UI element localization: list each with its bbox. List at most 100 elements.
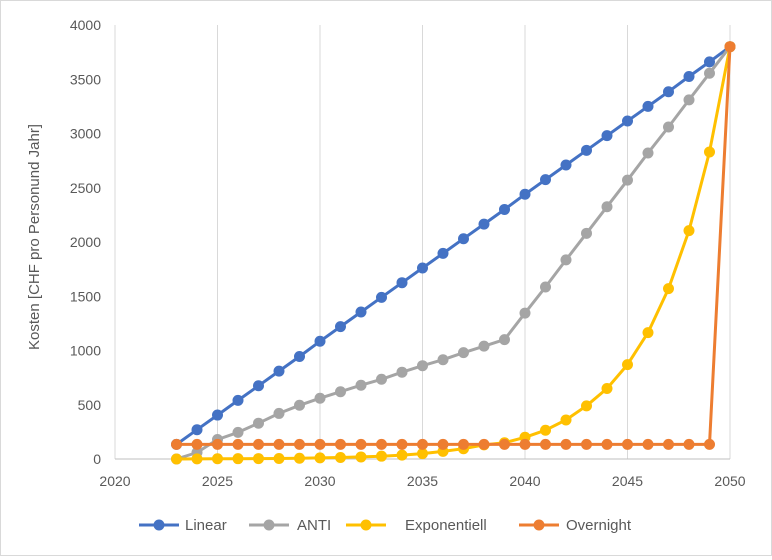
data-point <box>519 188 531 200</box>
data-point <box>376 438 387 450</box>
data-point <box>396 277 408 289</box>
data-point <box>663 283 674 295</box>
data-point <box>581 144 592 156</box>
data-point <box>335 451 346 463</box>
data-point <box>601 201 613 213</box>
data-point <box>396 438 408 450</box>
data-point <box>437 247 449 259</box>
data-point <box>704 56 715 68</box>
data-point <box>601 438 613 450</box>
data-point <box>478 438 490 450</box>
data-point <box>581 227 592 239</box>
data-point <box>355 379 367 391</box>
data-point <box>314 452 326 464</box>
x-tick-label: 2030 <box>304 473 335 489</box>
data-point <box>335 438 346 450</box>
data-point <box>232 438 244 450</box>
legend-swatch-marker <box>360 519 372 531</box>
y-tick-label: 3000 <box>70 126 101 142</box>
data-point <box>458 233 469 245</box>
data-point <box>212 438 223 450</box>
x-tick-label: 2040 <box>509 473 540 489</box>
data-point <box>396 366 408 378</box>
data-point <box>540 174 551 186</box>
data-point <box>478 218 490 230</box>
data-point <box>314 392 326 404</box>
data-point <box>417 438 428 450</box>
series-overnight <box>171 41 736 450</box>
y-tick-label: 2000 <box>70 234 101 250</box>
data-point <box>191 453 203 465</box>
data-point <box>253 453 264 465</box>
series-layer <box>171 41 736 465</box>
data-point <box>581 438 592 450</box>
data-point <box>232 453 244 465</box>
data-point <box>294 452 305 464</box>
data-point <box>396 449 408 461</box>
data-point <box>376 291 387 303</box>
data-point <box>253 380 264 392</box>
data-point <box>560 159 572 171</box>
data-point <box>253 438 264 450</box>
data-point <box>273 365 285 377</box>
series-linear <box>171 41 736 450</box>
series-line-overnight <box>176 46 732 446</box>
gridlines <box>114 25 731 459</box>
x-tick-label: 2020 <box>99 473 130 489</box>
data-point <box>540 281 551 293</box>
data-point <box>560 414 572 426</box>
data-point <box>355 306 367 318</box>
data-point <box>622 359 633 371</box>
data-point <box>376 450 387 462</box>
data-point <box>724 41 736 53</box>
legend-item-linear: Linear <box>139 517 227 534</box>
legend-label: ANTI <box>297 517 331 534</box>
legend-swatch-marker <box>263 519 275 531</box>
data-point <box>232 394 244 406</box>
data-point <box>191 424 203 436</box>
legend-label: Linear <box>185 517 227 534</box>
data-point <box>314 335 326 347</box>
x-tick-label: 2035 <box>407 473 438 489</box>
legend-swatch-marker <box>153 519 165 531</box>
data-point <box>273 452 285 464</box>
data-point <box>294 350 305 362</box>
data-point <box>458 347 469 359</box>
data-point <box>519 307 531 319</box>
data-point <box>642 327 654 339</box>
data-point <box>642 438 654 450</box>
data-point <box>540 424 551 436</box>
data-point <box>519 438 531 450</box>
y-axis-title: Kosten [CHF pro Personund Jahr] <box>26 124 43 350</box>
data-point <box>601 130 613 142</box>
data-point <box>171 453 182 465</box>
data-point <box>273 438 285 450</box>
tick-labels: 0 500 1000 1500 2000 2500 3000 3500 4000 2020 2025… <box>70 17 746 489</box>
legend-item-anti: ANTI <box>249 517 331 534</box>
data-point <box>376 373 387 385</box>
series-line-linear <box>175 45 731 446</box>
data-point <box>560 254 572 266</box>
data-point <box>683 71 695 83</box>
x-tick-label: 2050 <box>714 473 745 489</box>
data-point <box>417 360 428 372</box>
y-tick-label: 2500 <box>70 180 101 196</box>
data-point <box>622 438 633 450</box>
data-point <box>622 115 633 127</box>
data-point <box>601 382 613 394</box>
data-point <box>212 409 223 421</box>
data-point <box>642 147 654 159</box>
data-point <box>191 438 203 450</box>
data-point <box>417 262 428 274</box>
legend-label: Exponentiell <box>405 517 487 534</box>
data-point <box>314 438 326 450</box>
legend-swatch-marker <box>533 519 545 531</box>
data-point <box>683 438 695 450</box>
data-point <box>294 438 305 450</box>
data-point <box>663 121 674 133</box>
y-tick-label: 3500 <box>70 71 101 87</box>
data-point <box>437 438 449 450</box>
data-point <box>499 438 510 450</box>
data-point <box>704 438 715 450</box>
data-point <box>335 321 346 333</box>
